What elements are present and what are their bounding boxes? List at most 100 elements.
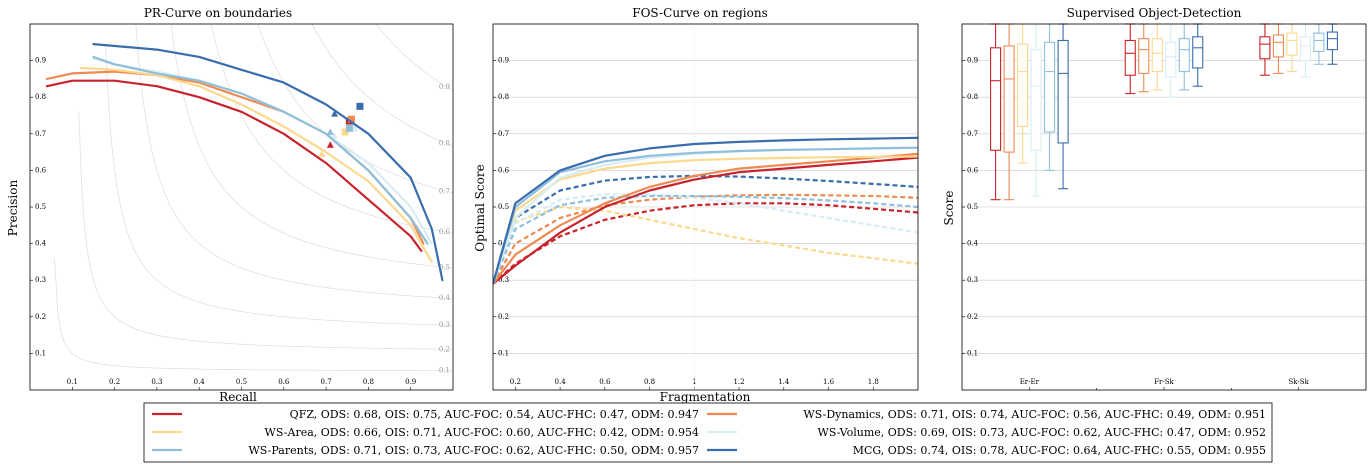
y-tick-label: 0.2 [967, 313, 978, 321]
box-ws-parents [1044, 23, 1056, 171]
box-body [1044, 41, 1056, 133]
y-tick-label: 0.9 [35, 57, 46, 65]
pr-line-mcg [92, 42, 444, 282]
box-ws-area [1286, 23, 1298, 73]
iso-f-label: 0.9 [439, 83, 450, 91]
y-tick-label: 0.3 [967, 276, 978, 284]
box-body [1192, 36, 1204, 69]
fhc-line-ws-parents [493, 194, 918, 285]
iso-f-label: 0.7 [439, 187, 450, 195]
panel-frame-1 [492, 23, 919, 391]
iso-f-label: 0.8 [439, 139, 450, 147]
y-tick-label: 0.8 [498, 93, 509, 101]
y-tick-label: 0.3 [35, 276, 46, 284]
box-ws-dynamics [1272, 23, 1284, 74]
foc-line-ws-volume [493, 146, 918, 285]
box-body [990, 47, 1002, 151]
box-mcg [1192, 23, 1204, 87]
x-tick-label: 0.6 [278, 378, 290, 386]
box-body [1151, 38, 1163, 73]
iso-f-label: 0.2 [439, 345, 450, 353]
x-tick-label: 1.8 [868, 378, 879, 386]
box-ws-dynamics [1138, 23, 1150, 93]
pr-line-qfz [45, 79, 423, 252]
box-mcg [1326, 23, 1338, 65]
box-ws-volume [1165, 23, 1177, 98]
iso-f-curve [257, 24, 453, 194]
object-detection-ylabel: Score [942, 190, 956, 225]
box-ws-area [1017, 23, 1029, 164]
ods-marker-mcg [331, 110, 339, 117]
panel-frame-2 [961, 23, 1367, 391]
legend-entry: WS-Dynamics, ODS: 0.71, OIS: 0.74, AUC-F… [803, 408, 1266, 421]
box-qfz [990, 23, 1002, 201]
pr-line-ws-area [79, 66, 433, 263]
box-ws-parents [1313, 23, 1325, 65]
y-tick-label: 0.4 [967, 240, 979, 248]
category-label: Sk-Sk [1289, 378, 1310, 386]
box-ws-volume [1030, 23, 1042, 197]
ois-marker-ws-parents [345, 124, 353, 132]
fhc-line-ws-volume [493, 193, 918, 285]
y-tick-label: 0.7 [498, 130, 509, 138]
iso-f-curve [54, 257, 453, 372]
foc-line-mcg [493, 136, 918, 285]
fos-series-group [493, 136, 918, 285]
x-tick-label: 0.4 [555, 378, 567, 386]
box-body [1286, 32, 1298, 56]
y-tick-label: 0.7 [967, 130, 978, 138]
y-tick-label: 0.7 [35, 130, 46, 138]
iso-f-curves [54, 24, 453, 372]
ods-marker-ws-parents [326, 128, 334, 135]
box-mcg [1057, 23, 1069, 190]
box-body [1165, 41, 1177, 78]
fos-curve-ylabel: Optimal Score [473, 164, 487, 251]
box-ws-area [1151, 23, 1163, 91]
y-tick-label: 0.6 [967, 166, 979, 174]
object-detection-panel: Supervised Object-Detection Score 0.1 0.2… [942, 6, 1367, 391]
y-tick-label: 0.1 [498, 349, 509, 357]
pr-curve-title: PR-Curve on boundaries [144, 6, 292, 20]
y-tick-label: 0.1 [967, 349, 978, 357]
box-body [1017, 43, 1029, 128]
y-tick-label: 0.5 [35, 203, 46, 211]
box-body [1272, 34, 1284, 58]
ois-marker-ws-area [341, 128, 349, 136]
iso-f-label: 0.5 [439, 263, 450, 271]
x-tick-label: 0.8 [644, 378, 655, 386]
pr-line-ws-volume [92, 57, 433, 245]
legend-entry: WS-Parents, ODS: 0.71, OIS: 0.73, AUC-FO… [248, 444, 699, 457]
legend-entry: MCG, ODS: 0.74, OIS: 0.78, AUC-FOC: 0.64… [853, 444, 1266, 457]
x-tick-label: 0.6 [599, 378, 611, 386]
fos-curve-panel: FOS-Curve on regions Fragmentation Optim… [473, 6, 919, 404]
box-qfz [1259, 23, 1271, 76]
iso-f-curve [170, 24, 453, 269]
ods-marker-qfz [326, 141, 334, 148]
pr-line-ws-parents [92, 55, 429, 245]
fhc-line-ws-area [493, 205, 918, 285]
fhc-line-mcg [493, 174, 918, 285]
x-tick-label: 0.4 [194, 378, 206, 386]
category-label: Fr-Sk [1154, 378, 1174, 386]
box-qfz [1124, 23, 1136, 95]
x-tick-label: 0.3 [151, 378, 162, 386]
box-body [1030, 49, 1042, 151]
legend-entry: WS-Area, ODS: 0.66, OIS: 0.71, AUC-FOC: … [265, 426, 699, 439]
iso-f-curve [135, 24, 453, 299]
pr-curve-ylabel: Precision [6, 180, 20, 237]
box-ws-dynamics [1003, 23, 1015, 201]
box-body [1057, 39, 1069, 144]
y-tick-label: 0.3 [498, 276, 509, 284]
ois-marker-mcg [356, 102, 364, 110]
iso-f-curve [210, 24, 453, 234]
legend-entry: QFZ, ODS: 0.68, OIS: 0.75, AUC-FOC: 0.54… [290, 408, 699, 421]
y-tick-label: 0.4 [35, 240, 47, 248]
ois-marker-ws-dynamics [347, 115, 355, 123]
legend: QFZ, ODS: 0.68, OIS: 0.75, AUC-FOC: 0.54… [143, 402, 1273, 463]
x-tick-label: 0.1 [67, 378, 78, 386]
category-label: Er-Er [1020, 378, 1040, 386]
box-body [1299, 36, 1311, 62]
ois-marker-ws-volume [350, 124, 358, 132]
y-tick-label: 0.5 [498, 203, 509, 211]
iso-f-label: 0.3 [439, 321, 450, 329]
